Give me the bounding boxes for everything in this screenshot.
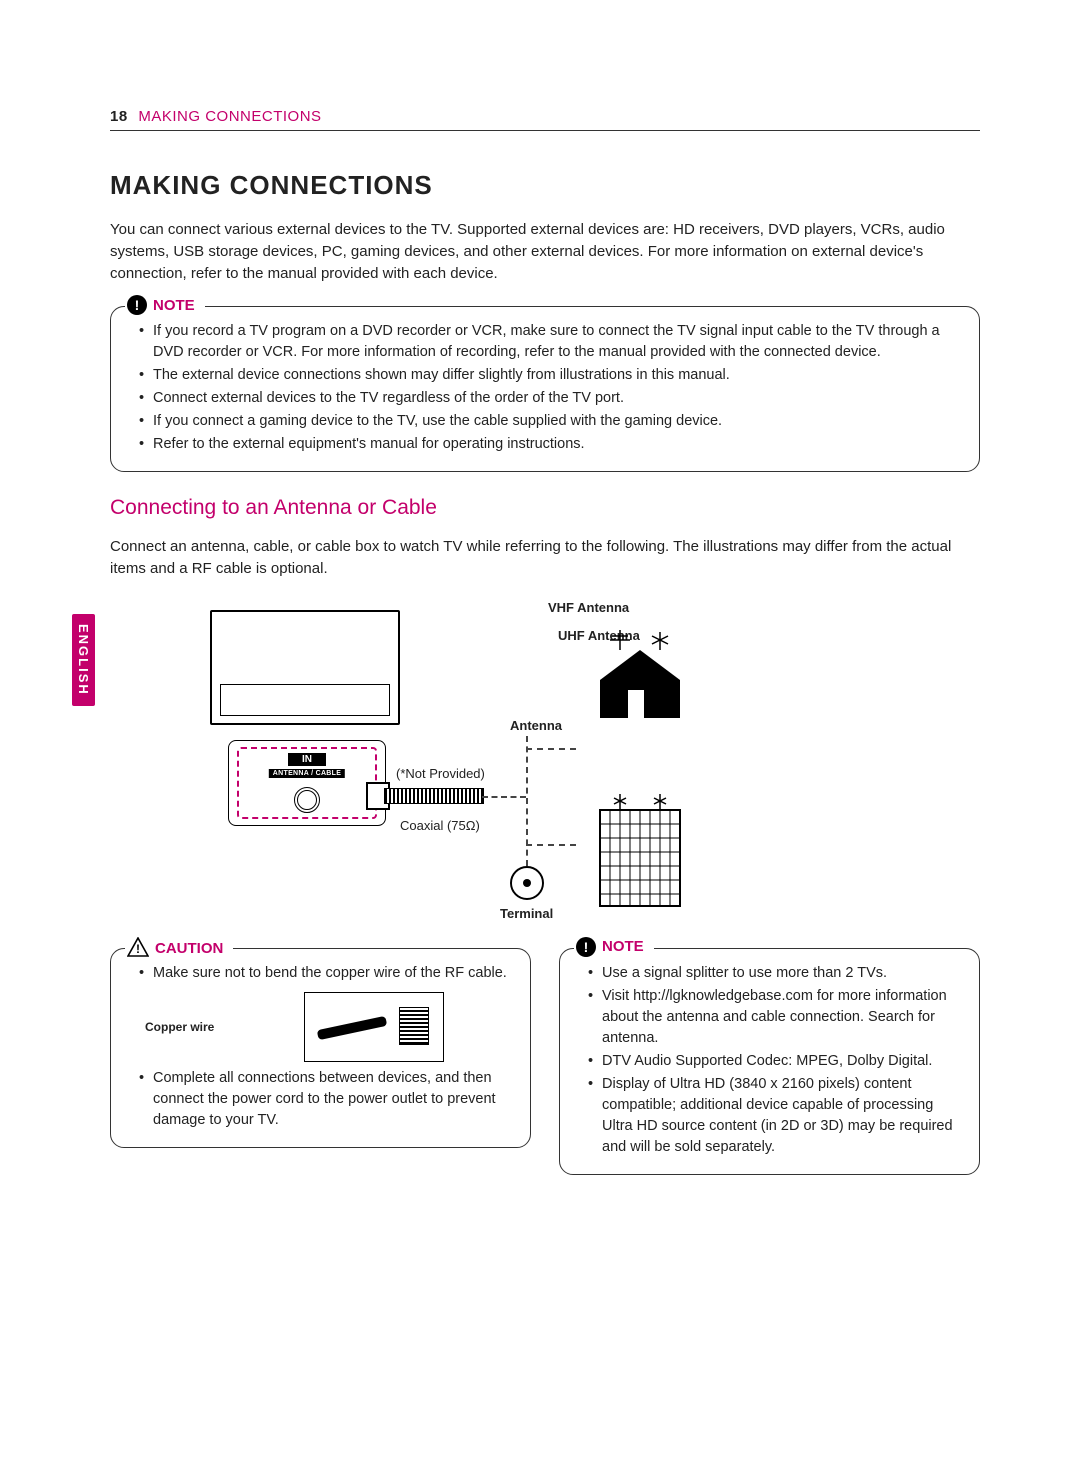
note-item: The external device connections shown ma… — [139, 365, 959, 386]
caution-box: ! CAUTION Make sure not to bend the copp… — [110, 948, 531, 1148]
tv-icon — [210, 610, 400, 725]
copper-wire-label: Copper wire — [145, 1020, 214, 1034]
caution-label-text: CAUTION — [155, 940, 223, 957]
note-list-1: If you record a TV program on a DVD reco… — [139, 321, 959, 455]
bottom-row: ! CAUTION Make sure not to bend the copp… — [110, 948, 980, 1199]
note-item: Connect external devices to the TV regar… — [139, 388, 959, 409]
house-icon — [580, 630, 700, 720]
header-rule — [110, 130, 980, 131]
in-label: IN — [288, 753, 326, 766]
note-item: DTV Audio Supported Codec: MPEG, Dolby D… — [588, 1051, 959, 1072]
language-tab: ENGLISH — [72, 614, 95, 706]
note-item: Use a signal splitter to use more than 2… — [588, 963, 959, 984]
note-list-2: Use a signal splitter to use more than 2… — [588, 963, 959, 1158]
coax-cable-icon — [384, 788, 484, 804]
section-name: MAKING CONNECTIONS — [138, 108, 321, 125]
info-icon: ! — [576, 937, 596, 957]
antenna-cable-label: ANTENNA / CABLE — [269, 769, 345, 778]
svg-text:!: ! — [136, 942, 140, 956]
caution-label: ! CAUTION — [125, 937, 233, 961]
antenna-label: Antenna — [510, 718, 562, 733]
note-box-1: ! NOTE If you record a TV program on a D… — [110, 306, 980, 472]
terminal-label: Terminal — [500, 906, 553, 921]
page-number: 18 — [110, 108, 128, 125]
antenna-port: IN ANTENNA / CABLE — [228, 740, 386, 826]
not-provided-label: (*Not Provided) — [396, 766, 485, 781]
note-label-text: NOTE — [153, 297, 195, 314]
building-icon — [580, 790, 700, 910]
note-label-text: NOTE — [602, 938, 644, 955]
note-item: Display of Ultra HD (3840 x 2160 pixels)… — [588, 1074, 959, 1158]
warning-icon: ! — [127, 937, 149, 961]
note-label: ! NOTE — [125, 295, 205, 315]
dashed-line — [482, 796, 526, 798]
dashed-line — [526, 844, 576, 846]
dashed-line — [526, 748, 576, 750]
note-box-2: ! NOTE Use a signal splitter to use more… — [559, 948, 980, 1175]
note-item: Visit http://lgknowledgebase.com for mor… — [588, 986, 959, 1049]
subheading: Connecting to an Antenna or Cable — [110, 496, 980, 520]
page-header: 18 MAKING CONNECTIONS — [110, 108, 322, 125]
terminal-icon — [510, 866, 544, 900]
caution-list: Make sure not to bend the copper wire of… — [139, 963, 510, 984]
dashed-line — [526, 736, 528, 866]
info-icon: ! — [127, 295, 147, 315]
coax-label: Coaxial (75Ω) — [400, 818, 480, 833]
sub-intro: Connect an antenna, cable, or cable box … — [110, 536, 980, 580]
intro-paragraph: You can connect various external devices… — [110, 219, 980, 284]
connection-diagram: IN ANTENNA / CABLE (*Not Provided) Coaxi… — [170, 600, 980, 930]
note-label: ! NOTE — [574, 937, 654, 957]
vhf-label: VHF Antenna — [548, 600, 629, 615]
note-item: If you record a TV program on a DVD reco… — [139, 321, 959, 363]
coax-jack-icon — [294, 787, 320, 813]
rf-cable-icon — [304, 992, 444, 1062]
page-title: MAKING CONNECTIONS — [110, 170, 980, 201]
caution-item: Complete all connections between devices… — [139, 1068, 510, 1131]
caution-item: Make sure not to bend the copper wire of… — [139, 963, 510, 984]
caution-list: Complete all connections between devices… — [139, 1068, 510, 1131]
note-item: If you connect a gaming device to the TV… — [139, 411, 959, 432]
note-item: Refer to the external equipment's manual… — [139, 434, 959, 455]
